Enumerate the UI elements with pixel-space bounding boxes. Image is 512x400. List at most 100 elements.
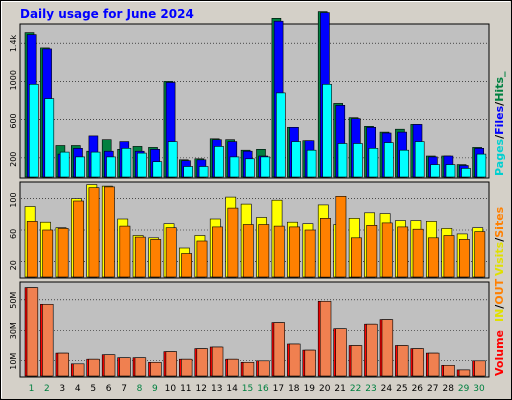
day-label: 16 — [257, 384, 269, 394]
day-label: 7 — [121, 384, 127, 394]
pages-bar — [476, 153, 487, 178]
kbytes-bar — [242, 361, 255, 377]
kbytes-bar — [289, 343, 301, 377]
top-tick-label: 1.4k — [9, 34, 18, 52]
pages-bar — [28, 84, 39, 178]
sites-bar — [196, 240, 208, 278]
kbytes-bar — [304, 349, 316, 377]
pages-bar — [430, 164, 440, 178]
kbytes-bar — [42, 303, 54, 377]
pages-bar — [59, 151, 70, 178]
kbytes-bar — [119, 357, 131, 377]
sites-bar — [381, 222, 393, 278]
sites-bar — [474, 231, 486, 278]
kbytes-bar — [211, 346, 224, 377]
sites-bar — [258, 224, 270, 278]
sites-bar — [412, 228, 424, 278]
legend-files: Files — [493, 105, 506, 135]
top-tick-label: 600 — [9, 113, 18, 128]
day-label: 24 — [381, 384, 393, 394]
x-axis-day-labels: 1 2 3 4 5 6 7 8 9 10 11 12 13 14 15 16 17 18 19 20 21 22 23 24 2… — [29, 384, 485, 394]
day-label: 4 — [75, 384, 81, 394]
kbytes-bar — [350, 345, 363, 377]
legend-sep-2: / — [493, 101, 506, 106]
sites-bar — [42, 229, 54, 278]
kbytes-bar — [103, 354, 116, 377]
day-label: 27 — [427, 384, 438, 394]
day-label: 14 — [226, 384, 238, 394]
kbytes-bar — [57, 352, 70, 377]
panel-top-gridlines: 200 600 1000 1.4k — [9, 34, 488, 167]
kbytes-bar — [181, 358, 193, 377]
kbytes-bar — [458, 369, 471, 377]
panel-middle-bars — [24, 184, 486, 278]
sites-bar — [57, 228, 69, 278]
day-label: 29 — [458, 384, 470, 394]
kbytes-bar — [381, 319, 394, 377]
legend-middle: Visits/Sites — [493, 206, 506, 276]
kbytes-bar — [26, 287, 39, 377]
day-label: 18 — [288, 384, 300, 394]
day-label: 2 — [44, 384, 50, 394]
kbytes-bar — [335, 328, 347, 377]
kbytes-bar — [258, 360, 270, 377]
pages-bar — [275, 92, 286, 178]
day-label: 10 — [165, 384, 177, 394]
pages-bar — [90, 151, 101, 178]
kbytes-bar — [150, 361, 162, 377]
legend-sep-3: / — [493, 237, 506, 242]
pages-bar — [106, 156, 116, 178]
sites-bar — [181, 253, 192, 278]
day-label: 21 — [334, 384, 345, 394]
pages-bar — [44, 98, 55, 178]
pages-bar — [445, 164, 456, 178]
day-label: 15 — [242, 384, 253, 394]
pages-bar — [229, 156, 240, 178]
legend-pages: Pages — [493, 138, 506, 176]
sites-bar — [428, 237, 439, 278]
panel-middle-gridlines: 20 60 100 — [9, 192, 488, 270]
pages-bar — [152, 161, 163, 178]
top-tick-label: 200 — [9, 152, 18, 167]
pages-bar — [383, 142, 394, 178]
pages-bar — [260, 156, 271, 178]
day-label: 8 — [137, 384, 143, 394]
day-label: 5 — [90, 384, 96, 394]
day-label: 20 — [319, 384, 331, 394]
legend-sep-1: / — [493, 134, 506, 139]
sites-bar — [335, 196, 347, 278]
day-label: 9 — [152, 384, 158, 394]
legend-visits: Visits — [493, 241, 506, 276]
kbytes-bar — [397, 345, 409, 377]
kbytes-bar — [165, 351, 177, 377]
kbytes-bar — [88, 358, 100, 377]
sites-bar — [273, 225, 285, 278]
day-label: 3 — [59, 384, 65, 394]
pages-bar — [306, 149, 317, 178]
day-label: 30 — [473, 384, 485, 394]
top-tick-label: 1000 — [9, 70, 18, 90]
legend-volume: Volume — [493, 330, 506, 376]
pages-bar — [399, 149, 410, 178]
day-label: 26 — [412, 384, 424, 394]
pages-bar — [245, 158, 255, 178]
day-label: 25 — [396, 384, 407, 394]
sites-bar — [26, 221, 38, 278]
day-label: 11 — [180, 384, 191, 394]
legend-out: OUT — [493, 278, 506, 304]
panel-top-bars — [24, 11, 487, 178]
sites-bar — [212, 226, 223, 278]
pages-bar — [322, 84, 332, 178]
kbytes-bar — [134, 357, 147, 377]
middle-tick-label: 100 — [9, 192, 18, 207]
day-label: 6 — [106, 384, 112, 394]
panel-bottom-bars — [24, 287, 486, 377]
kbytes-bar — [366, 323, 378, 377]
pages-bar — [414, 141, 425, 178]
middle-tick-label: 20 — [9, 260, 18, 270]
pages-bar — [461, 168, 471, 178]
kbytes-bar — [273, 322, 285, 377]
kbytes-bar — [73, 363, 85, 377]
kbytes-bar — [319, 300, 332, 377]
